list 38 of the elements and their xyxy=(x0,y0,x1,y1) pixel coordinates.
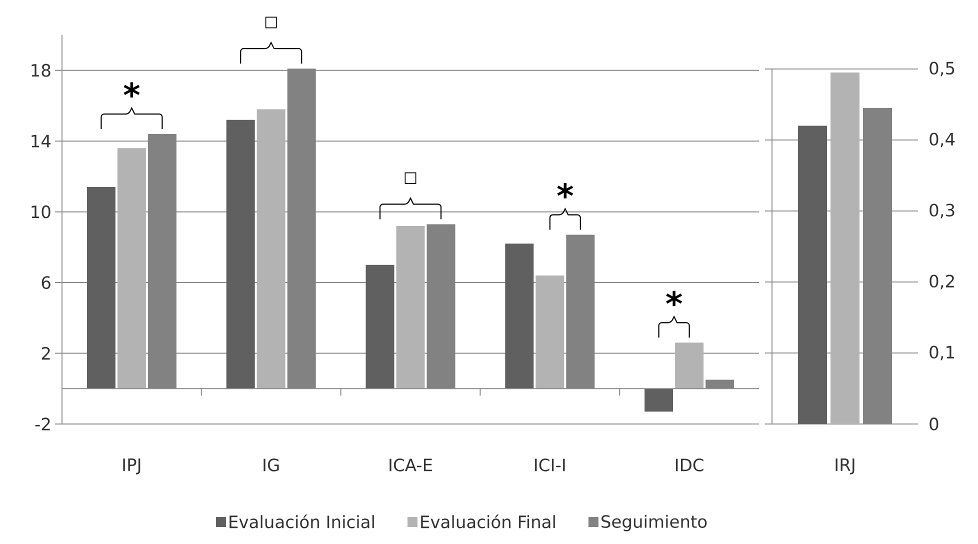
bar xyxy=(798,126,828,424)
y2-tick-label: 0 xyxy=(930,418,938,430)
y-tick-label: 14 xyxy=(32,134,51,148)
y-tick-label: -2 xyxy=(35,418,50,430)
y2-tick-label: 0,1 xyxy=(930,346,954,360)
bar xyxy=(366,264,394,389)
annotation: * xyxy=(124,82,140,98)
bar xyxy=(396,226,425,389)
legend-label: Seguimiento xyxy=(602,514,707,532)
y2-tick-label: 0,5 xyxy=(930,62,954,76)
bar xyxy=(86,187,116,389)
y-tick-label: 2 xyxy=(42,346,50,360)
y2-tick-label: 0,3 xyxy=(930,204,954,218)
y2-tick-label: 0,2 xyxy=(930,274,954,290)
x-tick-label: IRJ xyxy=(836,458,854,474)
bar xyxy=(830,72,860,424)
y-tick-label: 6 xyxy=(42,276,50,289)
y-tick-label: 10 xyxy=(32,205,50,218)
legend-label: Evaluación Inicial xyxy=(230,514,374,528)
x-tick-label: ICA-E xyxy=(390,458,432,472)
bar xyxy=(644,388,674,412)
annotation: * xyxy=(666,290,682,306)
y2-tick-label: 0,4 xyxy=(930,132,955,148)
bar xyxy=(256,109,286,389)
x-tick-label: IPJ xyxy=(123,458,140,474)
x-tick-label: ICI-I xyxy=(535,458,565,472)
bar xyxy=(505,244,534,389)
text: □ xyxy=(265,16,277,28)
bar xyxy=(536,275,564,389)
x-tick-label: IDC xyxy=(676,458,704,472)
bar xyxy=(117,148,146,389)
annotation: * xyxy=(557,183,574,198)
bar xyxy=(226,120,255,389)
bar xyxy=(675,342,704,389)
y-tick-label: 18 xyxy=(32,64,50,77)
x-tick-label: IG xyxy=(264,458,279,472)
annotation: □ xyxy=(404,172,416,184)
legend-label: Evaluación Final xyxy=(421,514,555,528)
